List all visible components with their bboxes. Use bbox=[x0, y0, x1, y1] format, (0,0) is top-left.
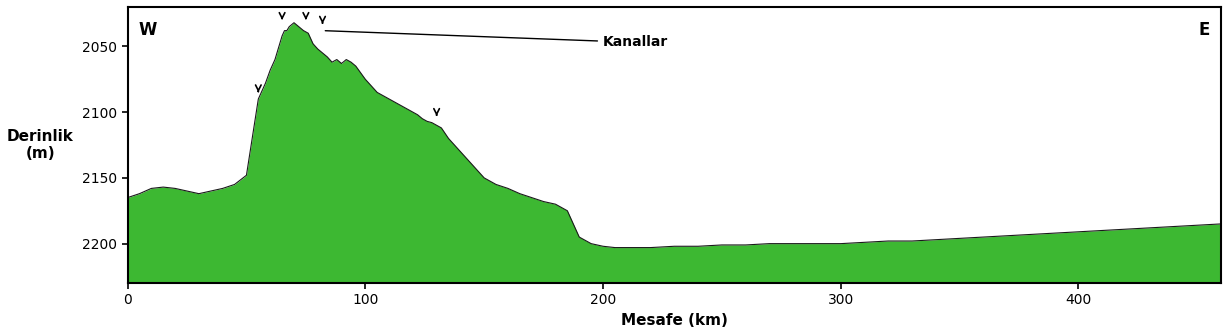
Text: Kanallar: Kanallar bbox=[325, 31, 668, 49]
Text: W: W bbox=[139, 21, 157, 39]
X-axis label: Mesafe (km): Mesafe (km) bbox=[621, 313, 728, 328]
Y-axis label: Derinlik
(m): Derinlik (m) bbox=[7, 129, 74, 161]
Text: E: E bbox=[1199, 21, 1210, 39]
